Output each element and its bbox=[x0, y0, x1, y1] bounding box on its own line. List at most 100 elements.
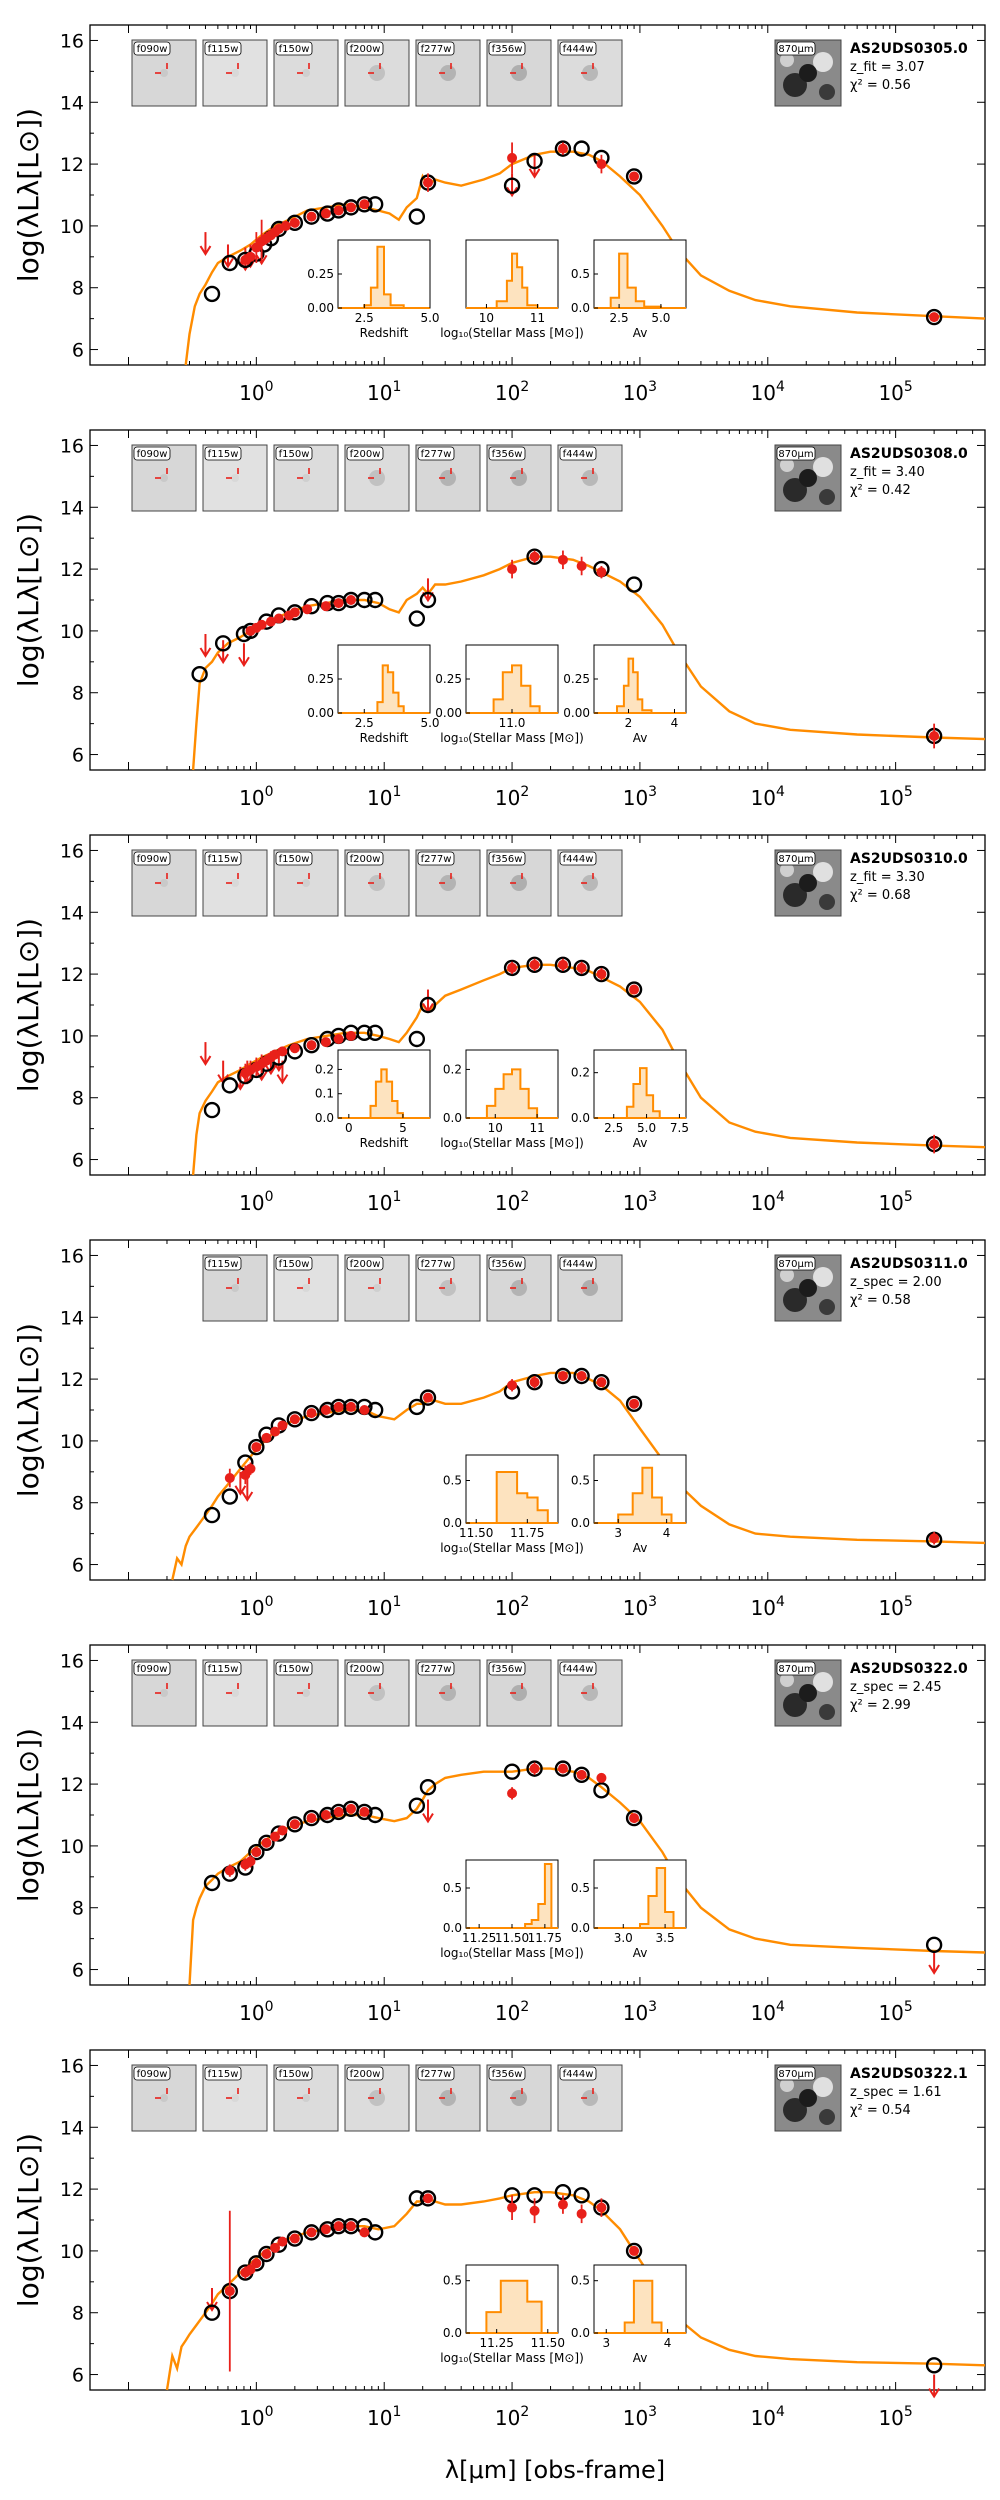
cutout-f200w: f200w bbox=[344, 39, 410, 107]
model-photometry-marker bbox=[419, 2190, 437, 2207]
cutout-label: f277w bbox=[421, 44, 452, 55]
redshift-label: z_spec = 2.45 bbox=[850, 1680, 942, 1695]
model-photometry-marker bbox=[554, 140, 572, 157]
cutout-label: f115w bbox=[208, 44, 239, 55]
model-photometry-marker bbox=[408, 208, 426, 225]
y-tick-label: 8 bbox=[72, 1493, 84, 1515]
detection-point bbox=[245, 1855, 256, 1868]
detection-point bbox=[333, 598, 344, 609]
y-tick-label: 16 bbox=[60, 1650, 84, 1672]
y-tick-label: 16 bbox=[60, 840, 84, 862]
model-photometry-marker bbox=[356, 1803, 373, 1821]
model-photometry-marker bbox=[526, 1760, 543, 1777]
model-photometry-marker bbox=[356, 1024, 373, 1042]
detection-point bbox=[270, 1426, 281, 1437]
posterior-histogram bbox=[594, 1067, 686, 1119]
cutout-f444w: f444w bbox=[557, 1659, 623, 1727]
inset-x-tick-label: 2.5 bbox=[355, 716, 374, 730]
cutout-label: f277w bbox=[421, 449, 452, 460]
detection-point bbox=[507, 1379, 518, 1392]
inset-axis-label: Redshift bbox=[360, 731, 409, 745]
chi2-label: χ² = 0.68 bbox=[850, 888, 911, 903]
model-photometry-marker bbox=[248, 1438, 265, 1456]
cutout-f277w: f277w bbox=[415, 444, 481, 512]
y-tick-label: 10 bbox=[60, 621, 84, 643]
source-id: AS2UDS0308.0 bbox=[850, 446, 968, 462]
upper-limit-arrow bbox=[222, 244, 234, 269]
inset-y-tick-label: 0.5 bbox=[571, 1881, 590, 1895]
inset-axis-label: Redshift bbox=[360, 326, 409, 340]
detection-point bbox=[629, 2245, 640, 2256]
inset-y-tick-label: 0.0 bbox=[443, 1111, 462, 1125]
x-tick-label: 105 bbox=[878, 784, 912, 810]
x-tick-label: 104 bbox=[751, 379, 785, 405]
cutout-label: f277w bbox=[421, 854, 452, 865]
model-photometry-marker bbox=[366, 1024, 384, 1042]
model-photometry-marker bbox=[258, 2245, 275, 2263]
inset-axis-label: log₁₀(Stellar Mass [M⊙]) bbox=[440, 1541, 584, 1555]
cutout-label: f150w bbox=[279, 449, 310, 460]
cutout-f277w: f277w bbox=[415, 39, 481, 107]
cutout-label: f200w bbox=[350, 1664, 381, 1675]
x-tick-label: 102 bbox=[495, 1189, 529, 1215]
y-tick-label: 12 bbox=[60, 1369, 84, 1391]
inset-axis-label: Av bbox=[633, 731, 648, 745]
model-photometry-marker bbox=[303, 1809, 320, 1827]
y-axis-label: log(λLλ[L⊙]) bbox=[12, 1323, 45, 1497]
posterior-inset-2: 3 4 0.5 0.0 Av bbox=[571, 1454, 687, 1555]
cutout-870um: 870μm bbox=[774, 39, 842, 107]
detection-point bbox=[320, 1405, 331, 1415]
detection-point bbox=[596, 1377, 607, 1388]
cutout-870um: 870μm bbox=[774, 2064, 842, 2132]
inset-y-tick-label: 0.25 bbox=[435, 672, 462, 686]
posterior-inset-1: 0 5 0.2 0.1 0.0 Redshift bbox=[315, 1049, 431, 1150]
model-photometry-marker bbox=[503, 959, 521, 977]
cutout-f150w: f150w bbox=[273, 2064, 339, 2132]
x-tick-label: 101 bbox=[367, 2404, 401, 2430]
inset-x-tick-label: 0 bbox=[345, 1121, 353, 1135]
upper-limit-arrow bbox=[422, 1799, 434, 1824]
cutout-label: 870μm bbox=[778, 2069, 813, 2080]
inset-y-tick-label: 0.00 bbox=[563, 706, 590, 720]
detection-point bbox=[224, 1468, 235, 1488]
inset-x-tick-label: 2.5 bbox=[355, 311, 374, 325]
detection-point bbox=[422, 1392, 433, 1403]
sed-panel-2: 6 8 10 12 14 16 100 101 102 103 104 105 log(λLλ[L⊙])… bbox=[12, 429, 986, 810]
inset-y-tick-label: 0.1 bbox=[315, 1087, 334, 1101]
detection-point bbox=[557, 1371, 568, 1381]
upper-limit-arrow bbox=[238, 643, 250, 668]
detection-point bbox=[557, 1763, 568, 1774]
detection-point bbox=[596, 2198, 607, 2217]
inset-x-tick-label: 3.0 bbox=[614, 1931, 633, 1945]
model-photometry-marker bbox=[573, 1367, 590, 1385]
detection-point bbox=[245, 1462, 256, 1475]
inset-y-tick-label: 0.0 bbox=[443, 2326, 462, 2340]
detection-point bbox=[277, 2236, 288, 2247]
model-photometry-marker bbox=[408, 1398, 426, 1416]
posterior-histogram bbox=[466, 664, 558, 714]
x-tick-label: 103 bbox=[623, 784, 657, 810]
model-photometry-marker bbox=[203, 1101, 221, 1119]
detection-point bbox=[251, 1442, 262, 1453]
detection-point bbox=[320, 1037, 331, 1048]
detection-point bbox=[629, 1813, 640, 1824]
model-photometry-marker bbox=[286, 1411, 304, 1428]
redshift-label: z_spec = 1.61 bbox=[850, 2085, 942, 2100]
source-id: AS2UDS0322.1 bbox=[850, 2066, 968, 2082]
detection-point bbox=[576, 2204, 587, 2224]
y-axis-label: log(λLλ[L⊙]) bbox=[12, 108, 45, 282]
detection-point bbox=[306, 1813, 317, 1824]
inset-x-tick-label: 3 bbox=[614, 1526, 622, 1540]
y-tick-label: 14 bbox=[60, 1307, 84, 1329]
model-photometry-marker bbox=[593, 965, 610, 983]
model-photometry-marker bbox=[526, 956, 543, 974]
y-tick-label: 12 bbox=[60, 1774, 84, 1796]
cutout-870um: 870μm bbox=[774, 1659, 842, 1727]
x-tick-label: 105 bbox=[878, 1594, 912, 1620]
inset-x-tick-label: 11 bbox=[530, 311, 545, 325]
x-tick-label: 103 bbox=[623, 1594, 657, 1620]
detection-point bbox=[245, 251, 256, 262]
upper-limit-arrow bbox=[528, 154, 541, 179]
posterior-inset-1: 2.5 5.0 0.25 0.00 Redshift bbox=[307, 644, 440, 745]
